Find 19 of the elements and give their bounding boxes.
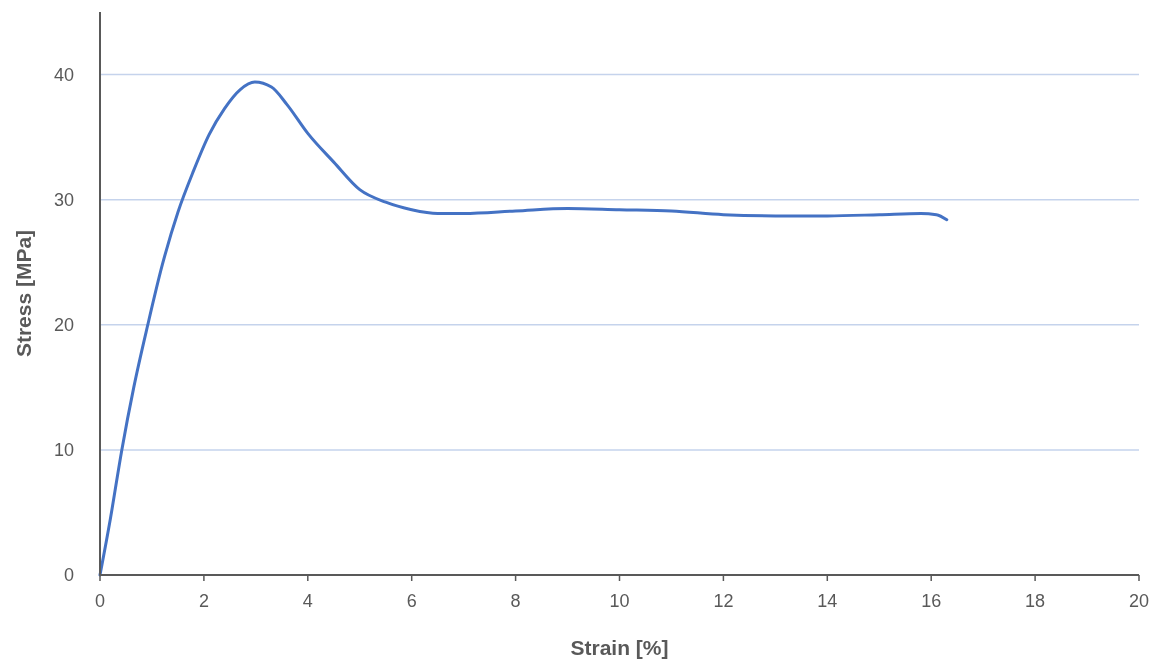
y-tick-label: 10 — [53, 439, 74, 460]
y-axis-title: Stress [MPa] — [12, 229, 35, 358]
line-series — [98, 80, 949, 577]
x-tick-label: 0 — [94, 591, 106, 611]
x-tick-label: 20 — [1128, 591, 1150, 611]
x-tick-label: 4 — [302, 591, 313, 611]
x-tick-label: 10 — [609, 591, 630, 611]
y-tick-label: 20 — [53, 314, 74, 335]
x-tick-label: 18 — [1025, 591, 1046, 611]
x-tick-label: 16 — [921, 591, 942, 611]
y-tick-label: 30 — [53, 189, 74, 210]
x-tick-label: 14 — [817, 591, 838, 611]
y-tick-label: 0 — [63, 565, 74, 585]
y-tick-label: 40 — [53, 64, 74, 85]
x-tick-label: 8 — [510, 591, 521, 611]
x-tick-label: 6 — [406, 591, 417, 611]
x-tick-label: 2 — [198, 591, 209, 611]
x-tick-label: 12 — [713, 591, 734, 611]
x-axis-title: Strain [%] — [570, 636, 669, 659]
